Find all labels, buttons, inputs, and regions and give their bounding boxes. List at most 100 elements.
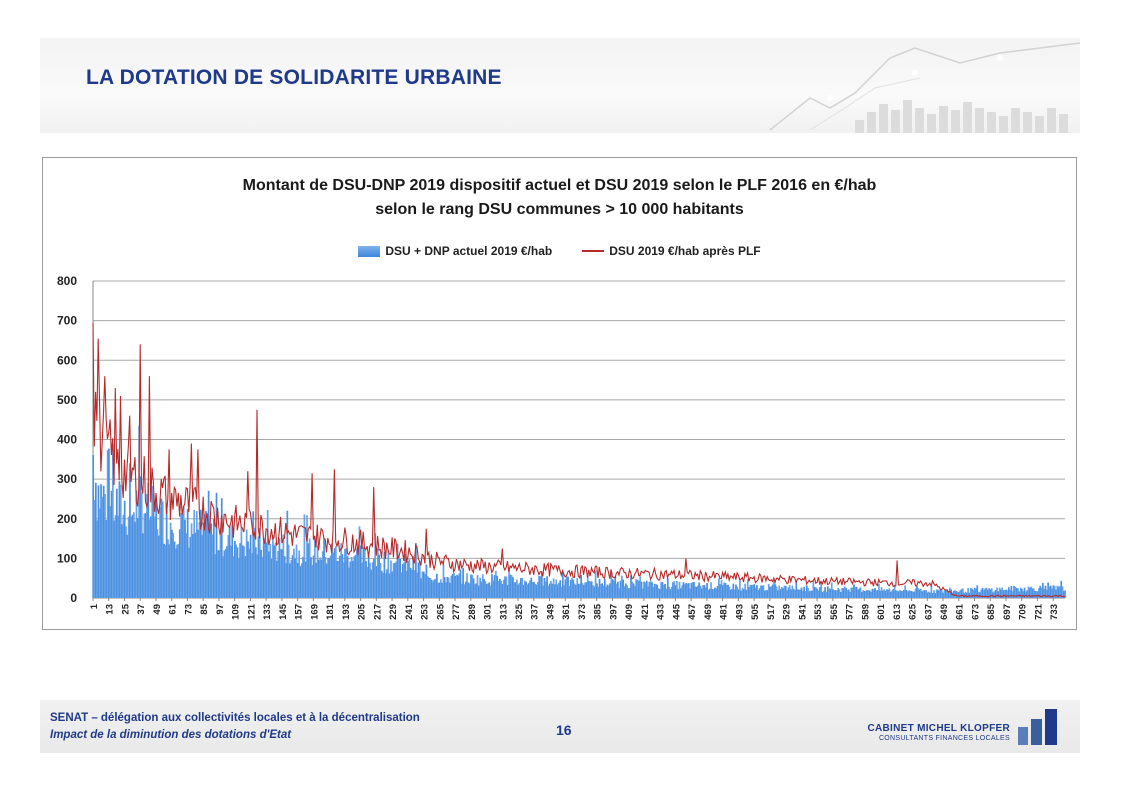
bar: [887, 589, 889, 598]
bar: [485, 584, 488, 598]
bar: [740, 590, 743, 598]
bar: [443, 577, 446, 598]
bar: [891, 590, 893, 598]
bar: [599, 583, 602, 598]
bar: [295, 544, 298, 598]
bar: [354, 554, 357, 598]
bar: [114, 515, 117, 598]
x-tick-label: 337: [530, 604, 541, 620]
bar: [446, 576, 449, 598]
bar: [342, 562, 345, 598]
bar: [609, 583, 611, 598]
bar: [112, 443, 114, 598]
bar: [1044, 585, 1047, 598]
bar: [791, 585, 794, 598]
x-tick-label: 433: [656, 604, 667, 620]
bar: [752, 584, 754, 598]
bar: [109, 506, 112, 598]
bar: [517, 584, 520, 598]
bar: [294, 558, 297, 598]
bar: [723, 582, 726, 598]
bar: [777, 590, 779, 598]
bar: [655, 584, 657, 598]
x-tick-label: 601: [876, 603, 887, 620]
bar: [501, 583, 504, 598]
bar: [361, 562, 363, 598]
bar: [396, 543, 399, 598]
bar: [335, 546, 337, 598]
bar: [947, 591, 950, 598]
bar: [577, 583, 580, 598]
bar: [479, 577, 482, 598]
bar: [353, 556, 356, 598]
bar: [449, 582, 451, 598]
x-tick-label: 313: [498, 604, 509, 620]
bar: [230, 545, 232, 598]
bar: [652, 586, 655, 598]
bar: [445, 582, 447, 598]
bar: [666, 578, 669, 598]
bar: [491, 574, 493, 598]
bar: [900, 590, 903, 598]
bar: [618, 588, 621, 598]
bar: [681, 585, 684, 598]
bar: [589, 581, 592, 598]
bar: [239, 543, 241, 598]
bar: [303, 514, 306, 598]
bar: [593, 586, 596, 598]
bar: [661, 582, 664, 598]
bar: [1019, 587, 1022, 598]
bar: [243, 546, 245, 598]
bar: [858, 588, 861, 598]
bar: [561, 571, 564, 598]
bar: [312, 555, 315, 598]
bar: [617, 581, 619, 598]
bar: [927, 591, 930, 598]
bar: [512, 577, 514, 598]
bar: [914, 588, 917, 598]
bar: [168, 544, 171, 598]
bar: [786, 590, 788, 598]
x-tick-label: 565: [829, 603, 840, 620]
bar: [678, 581, 681, 598]
bar: [590, 581, 593, 598]
bar: [329, 555, 332, 598]
brand-tagline: CONSULTANTS FINANCES LOCALES: [878, 735, 1010, 742]
bar: [527, 583, 530, 598]
series-line-dsu-apres-plf: [92, 322, 1066, 598]
bar: [837, 588, 840, 598]
bar: [807, 587, 809, 598]
bar: [442, 564, 445, 598]
bar: [484, 581, 487, 598]
bar: [1015, 588, 1018, 598]
bar: [121, 524, 123, 598]
bar: [1060, 580, 1063, 598]
bar: [260, 549, 262, 598]
bar: [697, 585, 699, 598]
bar: [521, 577, 523, 598]
bar: [792, 588, 795, 598]
bar: [614, 576, 617, 598]
x-tick-label: 373: [577, 604, 588, 620]
bar: [649, 580, 652, 598]
bar: [119, 484, 122, 598]
bar: [847, 589, 850, 598]
legend-bar-swatch: [358, 245, 381, 257]
bar: [923, 590, 926, 598]
bar: [1053, 585, 1056, 598]
bar: [1000, 589, 1002, 598]
bar: [287, 544, 290, 598]
x-tick-label: 169: [309, 604, 320, 620]
bar: [136, 518, 139, 598]
bar: [1032, 588, 1035, 598]
x-tick-label: 97: [215, 604, 226, 615]
bar: [447, 577, 450, 598]
bar: [930, 586, 933, 598]
bar: [1040, 587, 1043, 598]
x-tick-label: 253: [420, 604, 431, 620]
bar: [702, 584, 705, 598]
bar: [636, 579, 639, 598]
bar: [392, 563, 395, 598]
bar: [395, 561, 398, 598]
bar: [283, 556, 286, 598]
